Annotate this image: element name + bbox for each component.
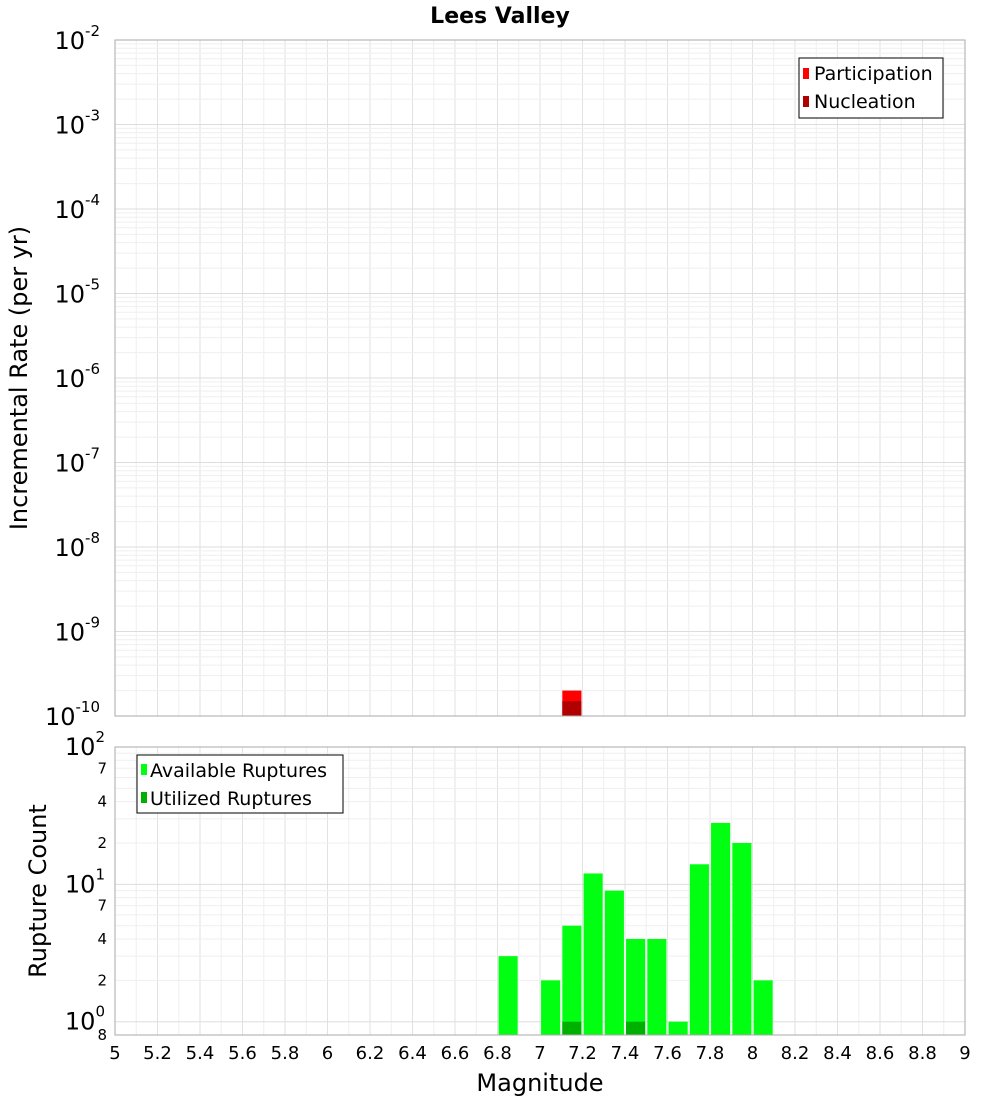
bottom-y-tick-label: 102 <box>65 728 105 761</box>
available-ruptures-bar <box>689 864 709 1035</box>
available-ruptures-bar <box>626 939 646 1035</box>
utilized-ruptures-bar <box>626 1021 646 1035</box>
x-tick-label: 8.4 <box>823 1043 852 1064</box>
available-ruptures-bar <box>711 822 731 1035</box>
bottom-y-tick-label: 101 <box>65 865 105 898</box>
bottom-bars <box>498 822 773 1035</box>
legend-label-available: Available Ruptures <box>150 760 327 782</box>
top-y-tick-label: 10-5 <box>54 276 100 309</box>
x-tick-label: 8.6 <box>866 1043 895 1064</box>
bottom-y-minor-tick-label: 7 <box>97 897 107 915</box>
top-plot-frame <box>114 39 966 717</box>
legend-swatch-utilized <box>141 792 147 803</box>
bottom-y-tick-label: 100 <box>65 1003 105 1036</box>
x-tick-label: 5.6 <box>228 1043 257 1064</box>
available-ruptures-bar <box>583 873 603 1035</box>
legend-label-nucleation: Nucleation <box>814 91 916 113</box>
bottom-y-minor-tick-label: 2 <box>97 834 107 852</box>
utilized-ruptures-bar <box>562 1021 582 1035</box>
x-tick-label: 8.2 <box>781 1043 810 1064</box>
legend-swatch-available <box>141 764 147 775</box>
x-tick-label: 6.2 <box>356 1043 385 1064</box>
available-ruptures-bar <box>753 980 773 1035</box>
top-y-tick-label: 10-3 <box>54 107 100 140</box>
x-tick-label: 7.6 <box>653 1043 682 1064</box>
x-tick-label: 5.2 <box>143 1043 172 1064</box>
top-gridlines <box>115 40 965 717</box>
bottom-y-minor-tick-label: 4 <box>97 793 107 811</box>
available-ruptures-bar <box>732 843 752 1035</box>
legend-label-participation: Participation <box>814 63 933 85</box>
x-tick-label: 7 <box>534 1043 545 1064</box>
legend-swatch-participation <box>803 68 809 79</box>
bottom-legend-box <box>136 754 344 814</box>
bottom-legend: Available Ruptures Utilized Ruptures <box>136 754 344 814</box>
available-ruptures-bar <box>498 956 518 1035</box>
top-y-tick-label: 10-6 <box>54 360 100 393</box>
available-ruptures-bar <box>541 980 561 1035</box>
top-y-tick-label: 10-7 <box>54 445 100 478</box>
top-legend: Participation Nucleation <box>798 57 944 119</box>
bottom-y-minor-tick-label: 4 <box>97 930 107 948</box>
legend-label-utilized: Utilized Ruptures <box>150 788 312 810</box>
x-tick-label: 6.6 <box>441 1043 470 1064</box>
x-tick-label: 8.8 <box>908 1043 937 1064</box>
x-tick-label: 5.8 <box>271 1043 300 1064</box>
x-tick-label: 7.8 <box>696 1043 725 1064</box>
available-ruptures-bar <box>647 939 667 1035</box>
x-tick-label: 9 <box>959 1043 970 1064</box>
available-ruptures-bar <box>604 890 624 1035</box>
top-bars <box>562 690 582 716</box>
x-axis-label: Magnitude <box>476 1069 603 1097</box>
available-ruptures-bar <box>668 1021 688 1035</box>
available-ruptures-bar <box>562 925 582 1035</box>
nucleation-bar <box>562 701 582 716</box>
legend-swatch-nucleation <box>803 96 809 107</box>
top-y-tick-label: 10-4 <box>54 191 100 224</box>
bottom-y-minor-tick-label: 2 <box>97 971 107 989</box>
bottom-y-minor-tick-label: 7 <box>97 759 107 777</box>
bottom-plot-frame <box>114 746 966 1036</box>
bottom-y-axis-label: Rupture Count <box>24 804 52 978</box>
x-tick-label: 6 <box>322 1043 333 1064</box>
top-y-axis-label: Incremental Rate (per yr) <box>5 226 33 530</box>
x-tick-label: 6.8 <box>483 1043 512 1064</box>
x-tick-label: 5.4 <box>186 1043 215 1064</box>
top-y-tick-label: 10-9 <box>54 614 100 647</box>
x-tick-label: 6.4 <box>398 1043 427 1064</box>
x-tick-label: 5 <box>109 1043 120 1064</box>
bottom-y-tick-labels: 102 101 100 7 4 2 7 4 2 8 <box>65 728 107 1044</box>
top-y-tick-label: 10-2 <box>54 22 100 55</box>
top-y-tick-label: 10-8 <box>54 529 100 562</box>
x-tick-label: 7.4 <box>611 1043 640 1064</box>
chart-title: Lees Valley <box>430 4 570 29</box>
top-y-tick-label: 10-10 <box>45 698 100 731</box>
x-tick-label: 7.2 <box>568 1043 597 1064</box>
bottom-y-minor-tick-label: 8 <box>97 1026 107 1044</box>
top-y-tick-labels: 10-2 10-3 10-4 10-5 10-6 10-7 10-8 10-9 10-10 <box>45 22 100 731</box>
top-legend-box <box>798 57 944 119</box>
x-tick-label: 8 <box>747 1043 758 1064</box>
x-tick-labels: 5 5.2 5.4 5.6 5.8 6 6.2 6.4 6.6 6.8 7 7.2 7.4 7.6 7.8 8… <box>109 1043 970 1064</box>
